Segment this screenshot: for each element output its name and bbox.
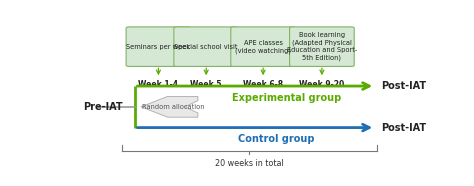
Text: Week 5: Week 5	[191, 80, 222, 89]
Text: APE classes
(video watching): APE classes (video watching)	[235, 40, 291, 54]
Text: Random allocation: Random allocation	[142, 104, 204, 110]
Text: Seminars per week: Seminars per week	[127, 44, 191, 50]
Text: Post-IAT: Post-IAT	[381, 123, 426, 133]
FancyBboxPatch shape	[290, 27, 354, 66]
Text: Book learning
(Adapted Physical
Education and Sport-
5th Edition): Book learning (Adapted Physical Educatio…	[287, 32, 357, 61]
Text: Post-IAT: Post-IAT	[381, 81, 426, 91]
FancyBboxPatch shape	[231, 27, 295, 66]
FancyBboxPatch shape	[174, 27, 238, 66]
Text: Control group: Control group	[238, 134, 314, 144]
Text: 20 weeks in total: 20 weeks in total	[215, 159, 284, 168]
Text: Week 9-20: Week 9-20	[299, 80, 345, 89]
Text: Week 6-8: Week 6-8	[243, 80, 283, 89]
Text: Special school visit: Special school visit	[174, 44, 238, 50]
FancyBboxPatch shape	[126, 27, 191, 66]
Text: Experimental group: Experimental group	[232, 92, 342, 102]
Text: Pre-IAT: Pre-IAT	[83, 102, 123, 112]
Text: Week 1-4: Week 1-4	[138, 80, 178, 89]
Polygon shape	[141, 96, 198, 117]
